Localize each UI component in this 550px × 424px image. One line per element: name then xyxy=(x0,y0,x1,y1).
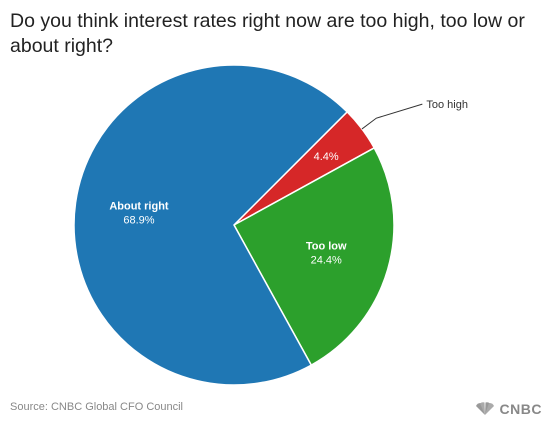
cnbc-logo: CNBC xyxy=(474,400,542,418)
slice-name-too-low: Too low xyxy=(306,241,347,253)
slice-name-about-right: About right xyxy=(109,201,169,213)
pie-slice-too-low xyxy=(232,146,395,367)
callout-line-too-high xyxy=(361,103,423,130)
source-note: Source: CNBC Global CFO Council xyxy=(10,401,184,413)
brand-wordmark: CNBC xyxy=(499,401,542,417)
chart-title: Do you think interest rates right now ar… xyxy=(10,10,525,57)
slice-value-too-low: 24.4% xyxy=(311,255,342,267)
pie-slice-about-right xyxy=(73,64,349,386)
slice-name-too-high: Too high xyxy=(426,99,468,111)
peacock-icon xyxy=(475,402,494,415)
slice-value-too-high: 4.4% xyxy=(314,151,339,163)
slice-value-about-right: 68.9% xyxy=(123,215,154,227)
